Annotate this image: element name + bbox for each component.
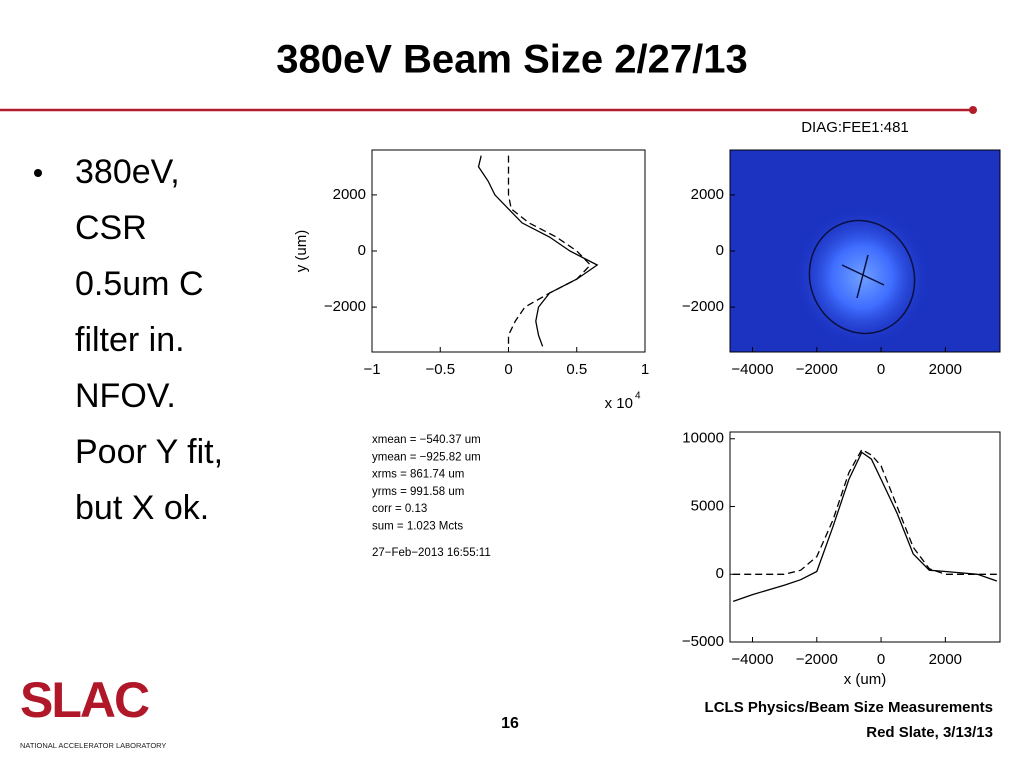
bullet-line: 0.5um C — [75, 265, 204, 303]
slide-title: 380eV Beam Size 2/27/13 — [276, 38, 747, 82]
x-tick-label: 0 — [877, 651, 885, 668]
image-title: DIAG:FEE1:481 — [801, 119, 909, 136]
y-tick-label: 0 — [716, 565, 724, 582]
beam-spot — [794, 207, 930, 347]
bullet-line: 380eV, — [75, 153, 180, 191]
y-tick-label: −2000 — [324, 298, 366, 315]
stats-line: corr = 0.13 — [372, 503, 427, 515]
x-tick-label: −4000 — [731, 651, 773, 668]
stats-line: xrms = 861.74 um — [372, 469, 464, 481]
x-tick-label: 0 — [877, 361, 885, 378]
axis-multiplier-exponent: 4 — [635, 391, 641, 402]
x-tick-label: 0.5 — [566, 361, 587, 378]
y-tick-label: 0 — [716, 242, 724, 259]
y-tick-label: 2000 — [691, 186, 724, 203]
footer-line: LCLS Physics/Beam Size Measurements — [705, 699, 993, 716]
x-tick-label: −1 — [363, 361, 380, 378]
series-line — [732, 451, 998, 603]
bullet-dot — [34, 169, 42, 177]
stats-line: sum = 1.023 Mcts — [372, 521, 463, 533]
x-axis-label: x (um) — [844, 671, 887, 688]
x-tick-label: 2000 — [929, 361, 962, 378]
timestamp: 27−Feb−2013 16:55:11 — [372, 547, 491, 559]
axis-multiplier: x 10 — [605, 395, 633, 412]
spot-ellipse — [808, 219, 916, 335]
charts: −1 −0.5 0 0.5 1 2000 0 −2000 y (um) x 10 4 −4000 −20… — [293, 119, 1001, 688]
plot-area — [730, 432, 1000, 642]
x-tick-label: −4000 — [731, 361, 773, 378]
logo-subtitle: NATIONAL ACCELERATOR LABORATORY — [20, 741, 166, 750]
bullet-text: 380eV, CSR 0.5um C filter in. NFOV. Poor Y fi… — [75, 153, 223, 527]
x-tick-label: 2000 — [929, 651, 962, 668]
bullet-line: filter in. — [75, 321, 185, 359]
bullet-line: CSR — [75, 209, 147, 247]
x-tick-label: −2000 — [796, 361, 838, 378]
bullet-line: NFOV. — [75, 377, 176, 415]
series-line — [733, 448, 997, 575]
page-number: 16 — [501, 715, 519, 732]
y-tick-label: 2000 — [333, 186, 366, 203]
y-tick-label: −5000 — [682, 633, 724, 650]
series-line — [477, 155, 599, 347]
plot-frame — [729, 431, 1001, 643]
y-tick-label: 10000 — [682, 430, 724, 447]
y-axis-label: y (um) — [293, 230, 310, 273]
title-rule-dot — [969, 106, 977, 114]
footer-line: Red Slate, 3/13/13 — [866, 724, 993, 741]
x-tick-label: −2000 — [796, 651, 838, 668]
y-tick-label: 5000 — [691, 497, 724, 514]
logo-name: SLAC — [20, 672, 149, 728]
x-tick-label: 1 — [641, 361, 649, 378]
stats-line: ymean = −925.82 um — [372, 451, 481, 463]
y-tick-label: 0 — [358, 242, 366, 259]
stats-block: xmean = −540.37 um ymean = −925.82 um xrms… — [372, 434, 491, 559]
spot-axis — [856, 254, 869, 299]
bullet-line: but X ok. — [75, 489, 209, 527]
x-tick-label: −0.5 — [425, 361, 455, 378]
bullet-line: Poor Y fit, — [75, 433, 223, 471]
stats-line: yrms = 991.58 um — [372, 486, 464, 498]
x-tick-label: 0 — [504, 361, 512, 378]
stats-line: xmean = −540.37 um — [372, 434, 481, 446]
y-tick-label: −2000 — [682, 298, 724, 315]
